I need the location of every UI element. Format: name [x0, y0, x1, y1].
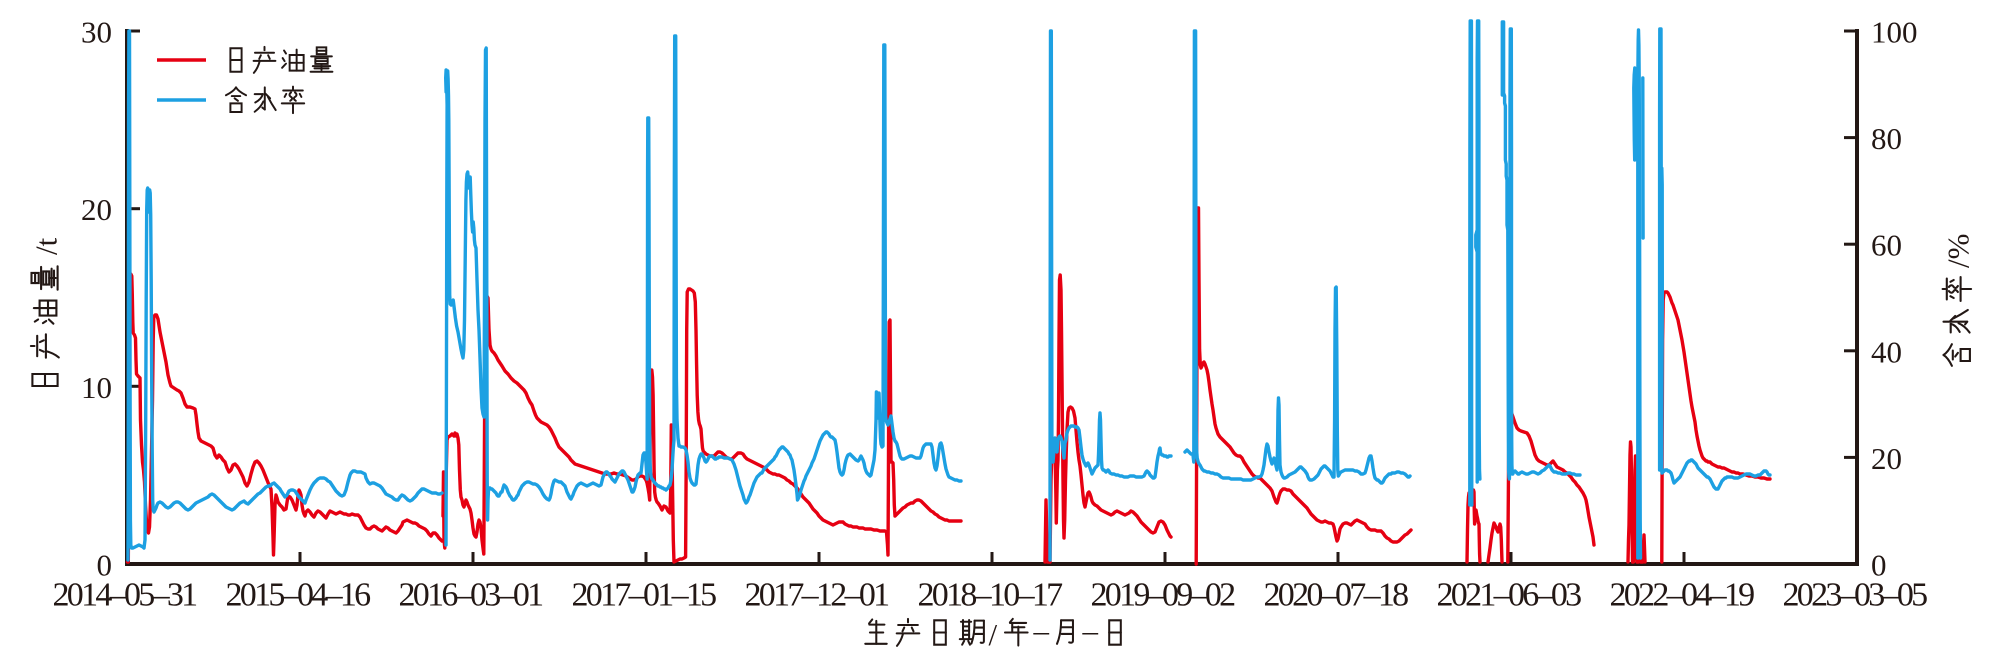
svg-text:2021–06–03: 2021–06–03	[1436, 577, 1581, 614]
svg-text:20: 20	[81, 192, 112, 227]
svg-text:60: 60	[1871, 228, 1902, 263]
svg-text:/%: /%	[1941, 234, 1976, 268]
svg-text:2022–04–19: 2022–04–19	[1609, 577, 1754, 614]
svg-text:80: 80	[1871, 121, 1902, 156]
svg-text:10: 10	[81, 370, 112, 405]
svg-text:100: 100	[1871, 15, 1918, 50]
svg-text:/: /	[989, 617, 998, 652]
svg-text:20: 20	[1871, 441, 1902, 476]
svg-text:40: 40	[1871, 334, 1902, 369]
svg-text:2023–03–05: 2023–03–05	[1782, 577, 1927, 614]
svg-text:2018–10–17: 2018–10–17	[917, 577, 1063, 614]
svg-text:2019–09–02: 2019–09–02	[1090, 577, 1235, 614]
svg-text:2020–07–18: 2020–07–18	[1263, 577, 1408, 614]
svg-text:0: 0	[1871, 548, 1887, 583]
svg-text:–: –	[1082, 613, 1099, 648]
svg-text:0: 0	[97, 548, 113, 583]
svg-text:2017–12–01: 2017–12–01	[744, 577, 888, 614]
svg-text:2016–03–01: 2016–03–01	[398, 577, 542, 614]
svg-text:2017–01–15: 2017–01–15	[571, 577, 716, 614]
svg-text:/t: /t	[29, 237, 64, 255]
svg-text:30: 30	[81, 15, 112, 50]
svg-text:–: –	[1033, 613, 1050, 648]
svg-text:2014–05–31: 2014–05–31	[52, 577, 196, 614]
svg-text:2015–04–16: 2015–04–16	[225, 577, 370, 614]
